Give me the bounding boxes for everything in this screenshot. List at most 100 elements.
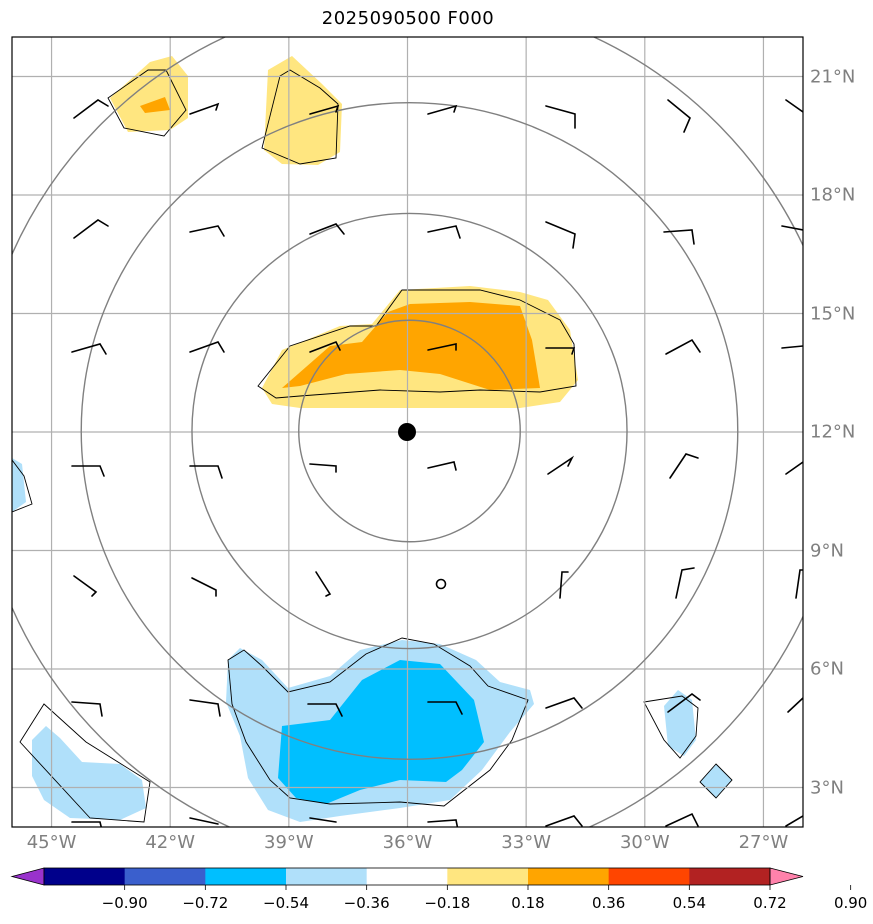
wind-barb xyxy=(547,455,575,475)
wind-barb xyxy=(189,102,220,115)
wind-barbs xyxy=(71,99,803,827)
wind-barb xyxy=(427,461,457,471)
wind-barb xyxy=(545,815,583,827)
colorbar-extend-high xyxy=(769,867,804,886)
colorbar-segment xyxy=(44,868,126,885)
range-ring xyxy=(191,212,628,650)
wind-barb xyxy=(189,465,223,479)
wind-barb xyxy=(787,697,803,713)
colorbar-tick-label: −0.18 xyxy=(424,894,471,912)
map-title: 2025090500 F000 xyxy=(321,8,495,29)
range-rings xyxy=(12,37,803,827)
colorbar-tick-label: 0.90 xyxy=(833,894,868,912)
shaded-fields xyxy=(12,56,732,822)
wind-barb xyxy=(73,99,109,119)
colorbar-segment xyxy=(608,868,690,885)
wind-barb xyxy=(545,221,576,249)
wind-barb xyxy=(189,341,225,353)
colorbar-tick-label: −0.36 xyxy=(343,894,390,912)
wind-barb xyxy=(309,817,337,823)
wind-barb xyxy=(309,104,340,115)
wind-barb xyxy=(427,819,459,827)
colorbar-outline xyxy=(43,867,771,886)
latitude-tick-label: 21°N xyxy=(810,66,856,87)
wind-barb xyxy=(73,575,98,597)
colorbar-tick-label: −0.54 xyxy=(263,894,309,912)
longitude-tick-label: 36°W xyxy=(382,832,433,853)
wind-barb xyxy=(545,697,583,709)
wind-barb xyxy=(785,461,803,475)
latitude-tick-label: 3°N xyxy=(810,777,844,798)
negative-area-dark xyxy=(278,660,484,804)
latitude-tick-label: 18°N xyxy=(810,184,856,206)
wind-barb xyxy=(665,338,701,355)
colorbar-segment xyxy=(447,868,529,885)
wind-barb xyxy=(427,701,463,715)
colorbar-segment xyxy=(366,868,448,885)
negative-area-light xyxy=(12,458,26,512)
wind-barb xyxy=(315,571,332,597)
wind-barb xyxy=(191,577,217,597)
wind-barb xyxy=(71,701,103,717)
contour-lines xyxy=(12,69,733,823)
calm-wind-marker xyxy=(435,578,447,590)
wind-barb xyxy=(427,104,458,115)
storm-center-marker xyxy=(398,423,416,441)
colorbar-tick-label: 0.72 xyxy=(753,894,787,912)
colorbar-tick-label: 0.36 xyxy=(591,894,626,912)
colorbar-tick-label: 0.18 xyxy=(511,894,545,912)
latitude-tick-label: 15°N xyxy=(810,303,856,324)
positive-area-light xyxy=(264,56,342,165)
colorbar-extend-low xyxy=(10,867,45,886)
positive-area-dark xyxy=(140,97,170,113)
wind-barb xyxy=(665,812,699,827)
map-frame xyxy=(11,36,804,828)
range-ring xyxy=(80,102,739,760)
positive-area-dark xyxy=(282,302,540,390)
wind-barb xyxy=(71,343,107,355)
colorbar-tick-label: 0.54 xyxy=(672,894,707,912)
latitude-tick-label: 12°N xyxy=(810,421,856,443)
wind-barb xyxy=(71,821,103,827)
negative-area-light xyxy=(664,690,696,756)
colorbar-tick-label: −0.90 xyxy=(101,894,148,912)
longitude-tick-label: 27°W xyxy=(738,832,789,853)
wind-barb xyxy=(73,219,109,239)
wind-barb xyxy=(669,453,699,479)
wind-barb xyxy=(663,229,695,245)
longitude-tick-label: 33°W xyxy=(501,832,551,853)
wind-barb xyxy=(559,571,569,599)
wind-barb xyxy=(781,225,803,231)
colorbar-segment xyxy=(689,868,771,885)
colorbar-segment xyxy=(124,868,206,885)
colorbar xyxy=(10,867,852,890)
negative-area-light xyxy=(700,764,732,798)
longitude-tick-label: 30°W xyxy=(619,832,670,853)
wind-barb xyxy=(795,569,803,599)
wind-barb xyxy=(427,225,461,239)
longitude-tick-label: 42°W xyxy=(145,832,196,853)
wind-barb xyxy=(667,99,691,133)
wind-barb xyxy=(309,340,341,353)
wind-barb xyxy=(785,99,803,113)
longitude-tick-label: 45°W xyxy=(26,832,77,853)
latlon-grid xyxy=(12,37,803,827)
colorbar-segment xyxy=(528,868,610,885)
latitude-tick-label: 6°N xyxy=(810,658,844,680)
wind-barb xyxy=(71,465,105,477)
wind-barb xyxy=(545,105,576,129)
wind-barb xyxy=(785,815,803,827)
wind-barb xyxy=(427,343,457,351)
wind-barb xyxy=(309,223,345,235)
wind-barb xyxy=(545,347,576,355)
wind-barb xyxy=(189,699,221,717)
wind-barb xyxy=(667,693,701,713)
wind-barb xyxy=(307,703,343,717)
wind-barb xyxy=(189,817,219,825)
wind-barb xyxy=(675,567,695,599)
positive-area-light xyxy=(110,56,188,132)
colorbar-segment xyxy=(205,868,287,885)
longitude-tick-label: 39°W xyxy=(263,832,314,853)
wind-barb xyxy=(309,463,337,473)
